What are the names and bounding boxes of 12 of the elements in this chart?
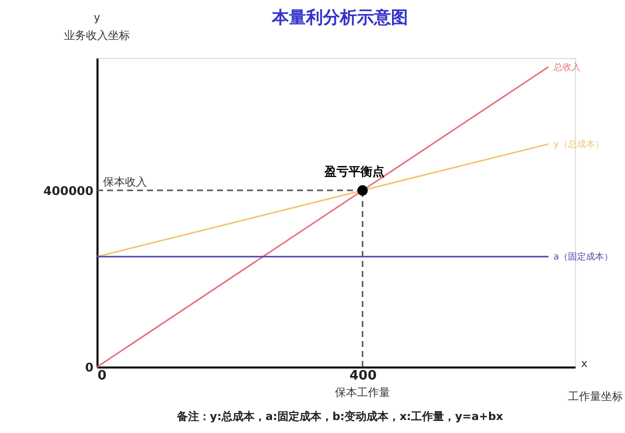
ref-line-label: 保本收入: [103, 175, 147, 188]
x-tick-label: 400: [349, 368, 377, 384]
y-tick-label: 400000: [43, 184, 94, 198]
y-axis-title: y 业务收入坐标: [64, 11, 130, 42]
series-label: a（固定成本）: [553, 252, 613, 263]
text: 备注：y:总成本，a:固定成本，b:变动成本，x:工作量，y=a+bx: [176, 410, 504, 423]
series-label: 盈亏平衡点: [324, 164, 385, 178]
series-label: 总收入: [552, 62, 580, 73]
chart-title: 本量利分析示意图: [271, 8, 408, 28]
ref-line-label: 保本工作量: [335, 386, 390, 399]
text: x 工作量坐标: [568, 357, 623, 403]
series-label: y（总成本）: [553, 139, 604, 150]
